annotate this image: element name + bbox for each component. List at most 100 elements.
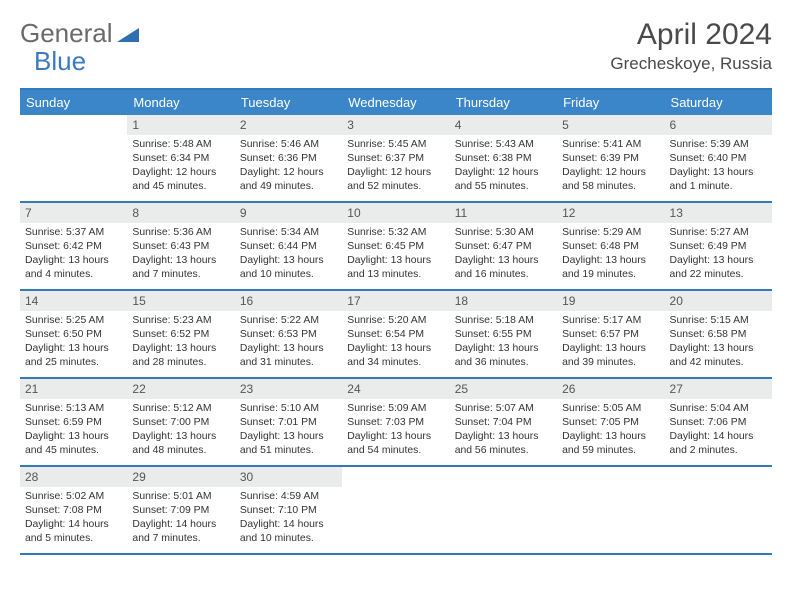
day-cell: 30Sunrise: 4:59 AMSunset: 7:10 PMDayligh…	[235, 467, 342, 553]
day-cell: 15Sunrise: 5:23 AMSunset: 6:52 PMDayligh…	[127, 291, 234, 377]
sunset-text: Sunset: 7:10 PM	[240, 504, 337, 518]
sunset-text: Sunset: 6:54 PM	[347, 328, 444, 342]
sunrise-text: Sunrise: 5:41 AM	[562, 138, 659, 152]
week-row: 7Sunrise: 5:37 AMSunset: 6:42 PMDaylight…	[20, 203, 772, 291]
daylight-text: Daylight: 13 hours and 51 minutes.	[240, 430, 337, 458]
daylight-text: Daylight: 13 hours and 1 minute.	[670, 166, 767, 194]
day-number: 14	[20, 291, 127, 311]
sunrise-text: Sunrise: 5:48 AM	[132, 138, 229, 152]
day-cell: 24Sunrise: 5:09 AMSunset: 7:03 PMDayligh…	[342, 379, 449, 465]
sunset-text: Sunset: 6:40 PM	[670, 152, 767, 166]
calendar: Sunday Monday Tuesday Wednesday Thursday…	[20, 88, 772, 555]
day-cell: 6 Sunrise: 5:39 AMSunset: 6:40 PMDaylight…	[665, 115, 772, 201]
sunrise-text: Sunrise: 5:46 AM	[240, 138, 337, 152]
day-number: 1	[127, 115, 234, 135]
day-number: 27	[665, 379, 772, 399]
sunset-text: Sunset: 6:58 PM	[670, 328, 767, 342]
day-cell: 28Sunrise: 5:02 AMSunset: 7:08 PMDayligh…	[20, 467, 127, 553]
dayheader-fri: Friday	[557, 90, 664, 115]
sunrise-text: Sunrise: 5:37 AM	[25, 226, 122, 240]
day-cell: 9Sunrise: 5:34 AMSunset: 6:44 PMDaylight…	[235, 203, 342, 289]
sunset-text: Sunset: 6:49 PM	[670, 240, 767, 254]
sunset-text: Sunset: 6:42 PM	[25, 240, 122, 254]
week-row: 21Sunrise: 5:13 AMSunset: 6:59 PMDayligh…	[20, 379, 772, 467]
daylight-text: Daylight: 13 hours and 10 minutes.	[240, 254, 337, 282]
day-number: 4	[450, 115, 557, 135]
sunset-text: Sunset: 7:05 PM	[562, 416, 659, 430]
sunrise-text: Sunrise: 5:43 AM	[455, 138, 552, 152]
sunset-text: Sunset: 6:57 PM	[562, 328, 659, 342]
header: General April 2024 Grecheskoye, Russia	[20, 18, 772, 74]
day-number: 13	[665, 203, 772, 223]
day-number: 21	[20, 379, 127, 399]
day-cell: 1Sunrise: 5:48 AMSunset: 6:34 PMDaylight…	[127, 115, 234, 201]
dayheader-tue: Tuesday	[235, 90, 342, 115]
week-row: 28Sunrise: 5:02 AMSunset: 7:08 PMDayligh…	[20, 467, 772, 555]
location-label: Grecheskoye, Russia	[610, 54, 772, 74]
dayheader-wed: Wednesday	[342, 90, 449, 115]
day-cell	[450, 467, 557, 553]
day-number	[665, 467, 772, 471]
daylight-text: Daylight: 13 hours and 4 minutes.	[25, 254, 122, 282]
day-number: 23	[235, 379, 342, 399]
daylight-text: Daylight: 13 hours and 13 minutes.	[347, 254, 444, 282]
sunset-text: Sunset: 7:06 PM	[670, 416, 767, 430]
day-number: 3	[342, 115, 449, 135]
daylight-text: Daylight: 14 hours and 2 minutes.	[670, 430, 767, 458]
day-number: 16	[235, 291, 342, 311]
day-number: 2	[235, 115, 342, 135]
day-number: 6	[665, 115, 772, 135]
day-cell	[20, 115, 127, 201]
sunrise-text: Sunrise: 5:45 AM	[347, 138, 444, 152]
day-number: 17	[342, 291, 449, 311]
day-number: 15	[127, 291, 234, 311]
sunrise-text: Sunrise: 5:01 AM	[132, 490, 229, 504]
day-cell: 11Sunrise: 5:30 AMSunset: 6:47 PMDayligh…	[450, 203, 557, 289]
day-number: 25	[450, 379, 557, 399]
day-number	[20, 115, 127, 119]
daylight-text: Daylight: 13 hours and 48 minutes.	[132, 430, 229, 458]
day-cell: 21Sunrise: 5:13 AMSunset: 6:59 PMDayligh…	[20, 379, 127, 465]
weeks-container: 1Sunrise: 5:48 AMSunset: 6:34 PMDaylight…	[20, 115, 772, 555]
logo-text-blue: Blue	[34, 46, 86, 77]
day-number: 9	[235, 203, 342, 223]
sunset-text: Sunset: 7:09 PM	[132, 504, 229, 518]
day-cell: 5Sunrise: 5:41 AMSunset: 6:39 PMDaylight…	[557, 115, 664, 201]
day-number	[342, 467, 449, 471]
sunrise-text: Sunrise: 5:39 AM	[670, 138, 767, 152]
daylight-text: Daylight: 14 hours and 7 minutes.	[132, 518, 229, 546]
day-cell: 17Sunrise: 5:20 AMSunset: 6:54 PMDayligh…	[342, 291, 449, 377]
sunrise-text: Sunrise: 5:10 AM	[240, 402, 337, 416]
logo: General	[20, 18, 139, 49]
day-number: 30	[235, 467, 342, 487]
sunrise-text: Sunrise: 5:25 AM	[25, 314, 122, 328]
day-headers-row: Sunday Monday Tuesday Wednesday Thursday…	[20, 90, 772, 115]
day-cell: 18Sunrise: 5:18 AMSunset: 6:55 PMDayligh…	[450, 291, 557, 377]
sunset-text: Sunset: 6:48 PM	[562, 240, 659, 254]
sunrise-text: Sunrise: 5:34 AM	[240, 226, 337, 240]
sunrise-text: Sunrise: 5:17 AM	[562, 314, 659, 328]
sunset-text: Sunset: 6:38 PM	[455, 152, 552, 166]
page-title: April 2024	[610, 18, 772, 52]
sunrise-text: Sunrise: 5:36 AM	[132, 226, 229, 240]
day-number: 12	[557, 203, 664, 223]
day-cell: 12Sunrise: 5:29 AMSunset: 6:48 PMDayligh…	[557, 203, 664, 289]
day-cell	[665, 467, 772, 553]
day-number	[450, 467, 557, 471]
daylight-text: Daylight: 13 hours and 31 minutes.	[240, 342, 337, 370]
day-cell: 22Sunrise: 5:12 AMSunset: 7:00 PMDayligh…	[127, 379, 234, 465]
dayheader-thu: Thursday	[450, 90, 557, 115]
day-cell: 8Sunrise: 5:36 AMSunset: 6:43 PMDaylight…	[127, 203, 234, 289]
day-cell: 14Sunrise: 5:25 AMSunset: 6:50 PMDayligh…	[20, 291, 127, 377]
title-block: April 2024 Grecheskoye, Russia	[610, 18, 772, 74]
sunset-text: Sunset: 6:50 PM	[25, 328, 122, 342]
sunrise-text: Sunrise: 5:05 AM	[562, 402, 659, 416]
dayheader-mon: Monday	[127, 90, 234, 115]
sunset-text: Sunset: 7:03 PM	[347, 416, 444, 430]
sunrise-text: Sunrise: 5:13 AM	[25, 402, 122, 416]
daylight-text: Daylight: 13 hours and 28 minutes.	[132, 342, 229, 370]
day-number: 7	[20, 203, 127, 223]
sunrise-text: Sunrise: 5:07 AM	[455, 402, 552, 416]
day-number: 28	[20, 467, 127, 487]
day-cell: 25Sunrise: 5:07 AMSunset: 7:04 PMDayligh…	[450, 379, 557, 465]
